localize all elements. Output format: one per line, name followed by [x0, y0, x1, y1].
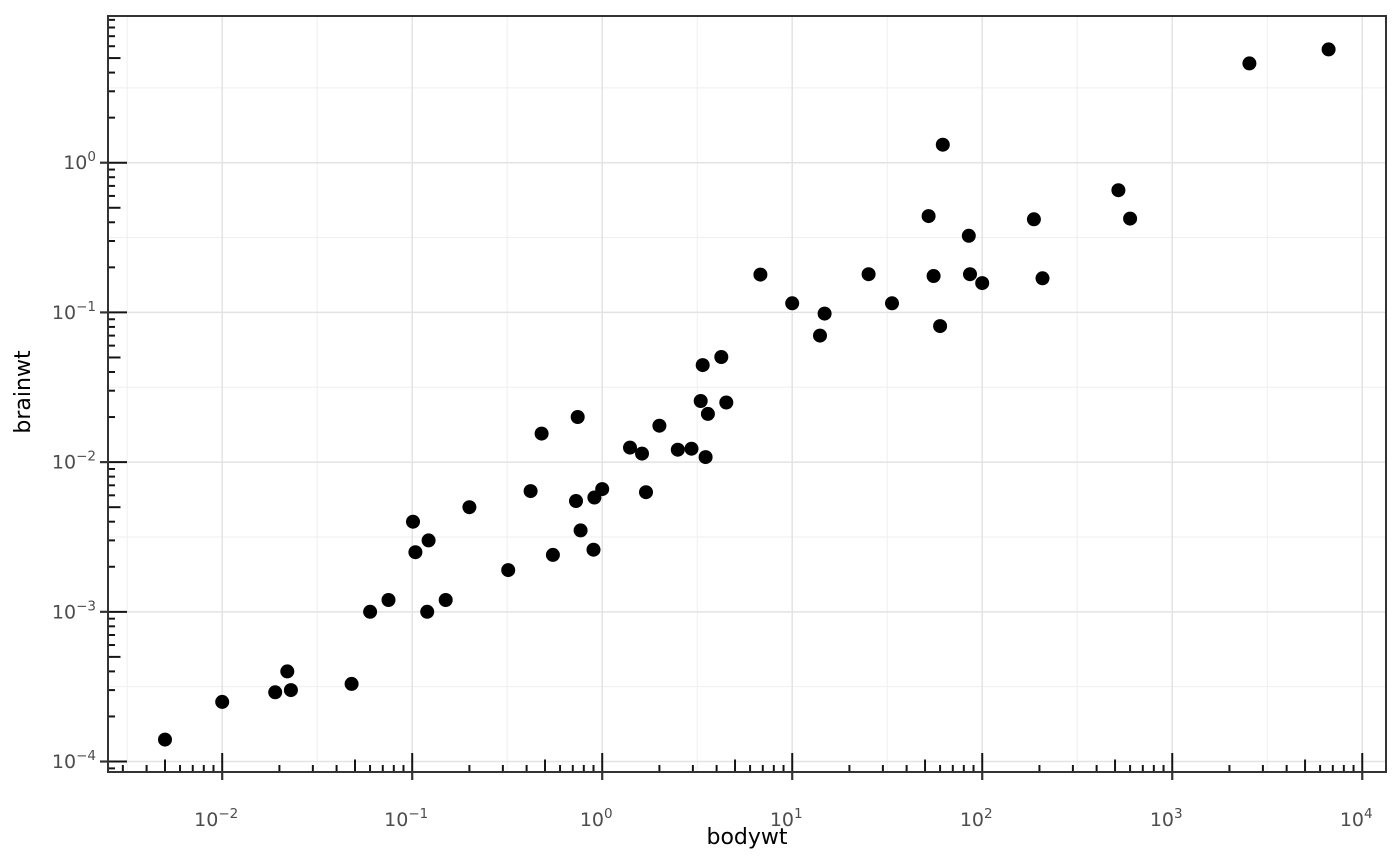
data-point	[1035, 271, 1050, 286]
y-tick-label: 10−4	[52, 748, 96, 773]
data-point	[813, 328, 827, 343]
data-point	[684, 441, 699, 456]
data-point	[961, 228, 976, 243]
data-point	[700, 406, 715, 421]
data-point	[623, 440, 637, 455]
data-point	[501, 563, 516, 578]
data-point	[698, 450, 713, 465]
data-point	[975, 276, 990, 291]
data-point	[753, 267, 768, 282]
data-point	[714, 350, 729, 364]
tick-exponent: −1	[408, 806, 428, 822]
plot-panel	[108, 16, 1386, 772]
data-point	[215, 694, 230, 709]
data-point	[268, 685, 283, 700]
x-tick-label: 10−2	[194, 806, 238, 831]
data-point	[534, 426, 549, 441]
data-point	[586, 542, 601, 557]
tick-exponent: −1	[76, 299, 96, 315]
tick-exponent: 1	[794, 806, 803, 822]
data-point	[570, 410, 585, 424]
data-point	[569, 494, 583, 508]
data-point	[1321, 42, 1336, 57]
data-point	[573, 523, 588, 538]
data-point	[1123, 211, 1138, 226]
data-point	[885, 296, 899, 311]
data-point	[523, 484, 538, 499]
data-point	[963, 267, 977, 282]
data-point	[344, 676, 359, 691]
data-point	[817, 306, 832, 321]
tick-exponent: −3	[76, 598, 96, 614]
y-axis-title: brainwt	[11, 350, 36, 434]
data-point	[639, 485, 653, 500]
data-point	[283, 683, 298, 698]
data-point	[363, 604, 378, 619]
panel-border	[107, 15, 1387, 773]
x-axis-title: bodywt	[706, 825, 788, 850]
y-tick-label: 100	[63, 149, 96, 174]
data-point	[406, 514, 420, 529]
data-point	[462, 500, 477, 515]
data-point	[1026, 212, 1041, 227]
y-tick-label: 10−3	[52, 598, 96, 623]
tick-exponent: −4	[76, 748, 96, 764]
y-tick-label: 10−2	[52, 449, 96, 474]
tick-exponent: 3	[1174, 806, 1183, 822]
data-point	[695, 358, 710, 373]
data-point	[420, 604, 435, 619]
data-point	[933, 319, 948, 334]
data-point	[719, 395, 734, 410]
tick-exponent: −2	[218, 806, 238, 822]
y-tick-label: 10−1	[52, 299, 96, 324]
tick-exponent: 4	[1364, 806, 1373, 822]
x-tick-label: 10−1	[384, 806, 428, 831]
data-point	[861, 267, 876, 282]
tick-exponent: 0	[604, 806, 613, 822]
tick-exponent: 2	[984, 806, 993, 822]
data-point	[926, 269, 941, 283]
data-point	[408, 545, 423, 560]
data-point	[280, 664, 295, 679]
data-point	[670, 442, 685, 457]
data-point	[635, 446, 649, 461]
data-point	[1111, 183, 1126, 198]
data-point	[935, 137, 950, 152]
tick-exponent: −2	[76, 449, 96, 465]
data-point	[921, 209, 936, 224]
data-point	[545, 547, 560, 562]
data-point	[693, 394, 708, 408]
data-point	[1242, 56, 1257, 71]
data-point	[158, 732, 172, 747]
data-point	[652, 418, 667, 433]
data-point	[438, 593, 453, 607]
data-point	[595, 482, 610, 497]
data-point	[785, 296, 800, 311]
data-point	[381, 593, 396, 607]
data-point	[421, 533, 436, 548]
tick-exponent: 0	[87, 149, 96, 165]
